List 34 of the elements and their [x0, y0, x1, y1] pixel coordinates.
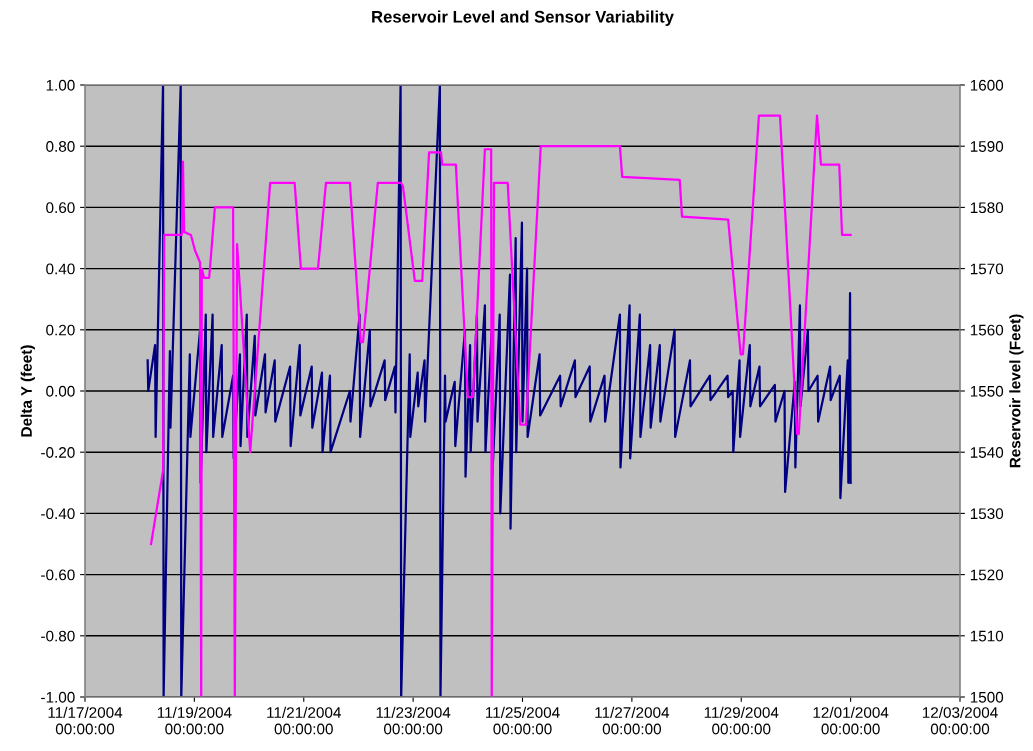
- y2-tick-label: 1550: [970, 385, 1004, 397]
- x-tick-label: 12/03/2004 00:00:00: [922, 706, 998, 735]
- y2-tick-label: 1510: [970, 630, 1004, 642]
- y2-tick-label: 1560: [970, 324, 1004, 336]
- y2-tick-label: 1570: [970, 263, 1004, 275]
- y2-axis-title: Reservoir level (Feet): [1009, 314, 1024, 468]
- x-tick-label: 11/25/2004 00:00:00: [486, 706, 560, 735]
- y-axis-title: Delta Y (feet): [20, 345, 35, 437]
- y2-tick-label: 1590: [970, 141, 1004, 152]
- y-tick-label: -0.40: [41, 508, 75, 520]
- y2-tick-label: 1540: [970, 447, 1004, 458]
- x-tick-label: 11/23/2004 00:00:00: [376, 706, 451, 735]
- y-tick-label: -0.60: [41, 569, 75, 581]
- y-tick-label: 0.80: [46, 141, 75, 152]
- x-tick-label: 12/01/2004 00:00:00: [813, 706, 889, 735]
- y2-tick-label: 1600: [970, 79, 1004, 91]
- y-tick-label: 0.20: [46, 324, 75, 336]
- y-tick-label: -0.80: [41, 630, 75, 642]
- x-tick-label: 11/19/2004 00:00:00: [157, 706, 232, 735]
- chart-title: Reservoir Level and Sensor Variability: [372, 10, 674, 26]
- y-tick-label: -1.00: [41, 691, 75, 703]
- y-tick-label: -0.20: [41, 447, 75, 458]
- y-tick-label: 0.60: [46, 202, 75, 214]
- y-tick-label: 1.00: [46, 79, 75, 91]
- x-tick-label: 11/21/2004 00:00:00: [267, 706, 341, 735]
- y-tick-label: 0.00: [46, 385, 75, 397]
- y2-tick-label: 1580: [970, 202, 1004, 214]
- y2-tick-label: 1520: [970, 569, 1004, 581]
- x-tick-label: 11/27/2004 00:00:00: [595, 706, 670, 735]
- y2-tick-label: 1530: [970, 508, 1004, 520]
- y-tick-label: 0.40: [46, 263, 75, 275]
- x-tick-label: 11/17/2004 00:00:00: [48, 706, 123, 735]
- y2-tick-label: 1500: [970, 691, 1004, 703]
- x-tick-label: 11/29/2004 00:00:00: [704, 706, 779, 735]
